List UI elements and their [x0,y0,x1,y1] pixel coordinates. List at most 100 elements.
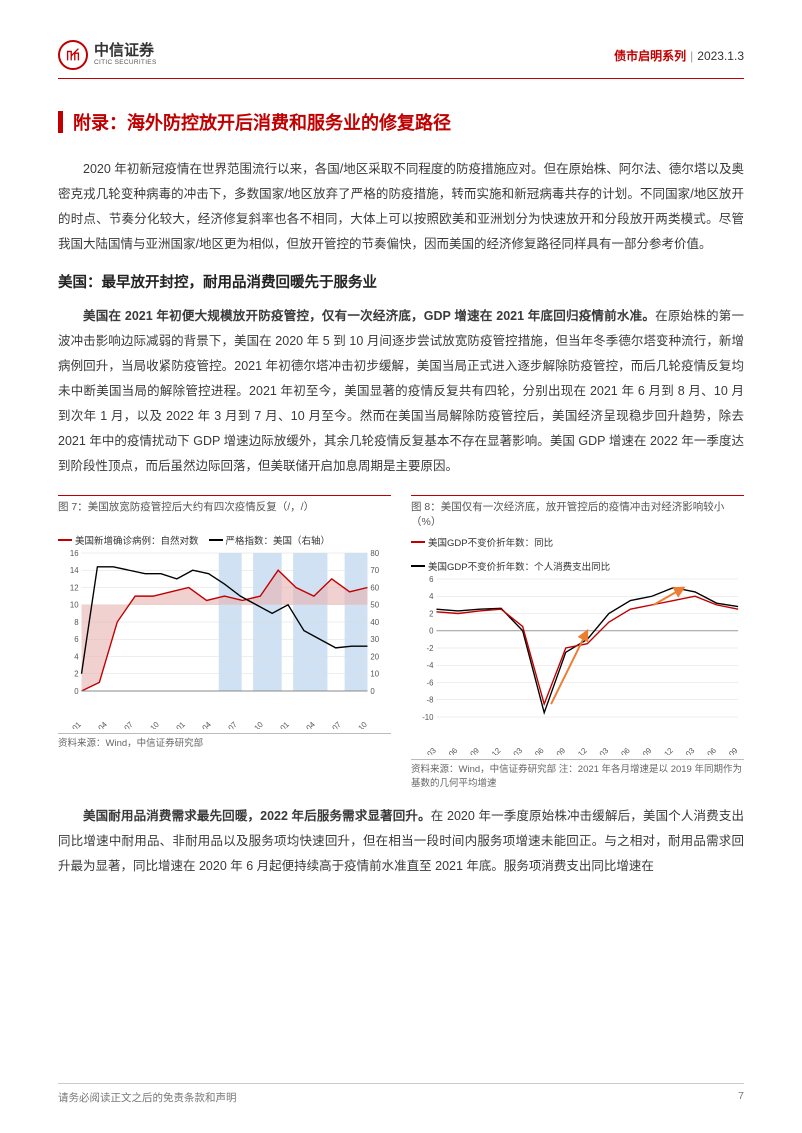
header-sep: | [690,49,693,63]
svg-text:-2: -2 [427,644,434,653]
svg-text:10: 10 [370,670,379,679]
svg-text:2020-06: 2020-06 [519,746,546,755]
chart-7-col: 图 7：美国放宽防疫管控后大约有四次疫情反复（/，/） 美国新增确诊病例：自然对… [58,495,391,790]
svg-text:-8: -8 [427,696,435,705]
svg-text:-10: -10 [422,713,434,722]
svg-text:20: 20 [370,652,379,661]
svg-text:30: 30 [370,635,379,644]
chart-8-caption: 图 8：美国仅有一次经济底，放开管控后的疫情冲击对经济影响较小（%） [411,495,744,529]
svg-text:2020-07: 2020-07 [108,720,135,729]
svg-text:0: 0 [429,627,434,636]
svg-text:2: 2 [74,670,78,679]
svg-text:2: 2 [429,610,433,619]
svg-text:2022-10: 2022-10 [342,720,369,729]
svg-text:80: 80 [370,549,379,558]
legend-item: 美国GDP不变价折年数：同比 [411,535,553,549]
svg-text:4: 4 [429,593,434,602]
svg-text:10: 10 [70,601,79,610]
svg-text:16: 16 [70,549,79,558]
legend-swatch-icon [58,539,72,541]
legend-swatch-icon [209,539,223,541]
svg-text:2020-10: 2020-10 [134,720,161,729]
svg-text:2021-09: 2021-09 [627,746,654,755]
svg-text:2019-03: 2019-03 [411,746,438,755]
svg-text:2019-06: 2019-06 [433,746,460,755]
svg-text:40: 40 [370,618,379,627]
para3-lead: 美国耐用品消费需求最先回暖，2022 年后服务需求显著回升。 [83,809,431,823]
disclaimer-text: 请务必阅读正文之后的免责条款和声明 [58,1090,237,1105]
header-meta: 债市启明系列 | 2023.1.3 [614,47,744,64]
svg-text:2022-09: 2022-09 [713,746,740,755]
heading-bar-icon [58,111,63,133]
svg-text:6: 6 [429,575,434,584]
report-date: 2023.1.3 [697,49,744,63]
svg-text:2020-12: 2020-12 [562,746,589,755]
svg-text:2022-03: 2022-03 [670,746,697,755]
page-number: 7 [738,1090,744,1105]
svg-text:-4: -4 [427,662,435,671]
legend-label: 美国GDP不变价折年数：同比 [428,535,553,549]
legend-label: 美国GDP不变价折年数：个人消费支出同比 [428,559,610,573]
logo-en: CITIC SECURITIES [94,60,157,67]
paragraph-2: 美国在 2021 年初便大规模放开防疫管控，仅有一次经济底，GDP 增速在 20… [58,304,744,479]
legend-label: 严格指数：美国（右轴） [226,533,331,547]
svg-text:0: 0 [74,687,79,696]
subsection-title: 美国：最早放开封控，耐用品消费回暖先于服务业 [58,271,744,292]
brand-logo: 中信证券 CITIC SECURITIES [58,40,157,70]
legend-item: 美国GDP不变价折年数：个人消费支出同比 [411,559,610,573]
svg-text:0: 0 [370,687,375,696]
page-header: 中信证券 CITIC SECURITIES 债市启明系列 | 2023.1.3 [58,40,744,79]
chart-7: 0246810121416010203040506070802020-01202… [58,549,391,729]
logo-icon [58,40,88,70]
svg-text:2021-01: 2021-01 [160,720,187,729]
svg-text:70: 70 [370,566,379,575]
logo-text: 中信证券 CITIC SECURITIES [94,43,157,67]
svg-text:2021-10: 2021-10 [238,720,265,729]
chart-8-source: 资料来源：Wind，中信证券研究部 注：2021 年各月增速是以 2019 年同… [411,759,744,790]
chart-8-col: 图 8：美国仅有一次经济底，放开管控后的疫情冲击对经济影响较小（%） 美国GDP… [411,495,744,790]
svg-text:14: 14 [70,566,79,575]
svg-text:2021-12: 2021-12 [648,746,675,755]
svg-text:6: 6 [74,635,79,644]
svg-text:4: 4 [74,652,79,661]
svg-text:2020-03: 2020-03 [497,746,524,755]
page-footer: 请务必阅读正文之后的免责条款和声明 7 [58,1083,744,1105]
legend-item: 严格指数：美国（右轴） [209,533,331,547]
svg-text:2021-06: 2021-06 [605,746,632,755]
chart-8-legend: 美国GDP不变价折年数：同比 美国GDP不变价折年数：个人消费支出同比 [411,535,744,573]
svg-text:2022-07: 2022-07 [316,720,343,729]
paragraph-1: 2020 年初新冠疫情在世界范围流行以来，各国/地区采取不同程度的防疫措施应对。… [58,157,744,257]
chart-7-source: 资料来源：Wind，中信证券研究部 [58,733,391,750]
svg-text:8: 8 [74,618,79,627]
svg-text:2022-01: 2022-01 [264,720,291,729]
svg-text:2022-06: 2022-06 [691,746,718,755]
svg-text:2020-09: 2020-09 [541,746,568,755]
para2-lead: 美国在 2021 年初便大规模放开防疫管控，仅有一次经济底，GDP 增速在 20… [83,309,655,323]
svg-text:2020-01: 2020-01 [58,720,83,729]
paragraph-3: 美国耐用品消费需求最先回暖，2022 年后服务需求显著回升。在 2020 年一季… [58,804,744,879]
chart-8: -10 -8 -6 -4 -2 0 2 4 6 2019-032019-062019-092019… [411,575,744,755]
legend-label: 美国新增确诊病例：自然对数 [75,533,199,547]
svg-text:2019-12: 2019-12 [476,746,503,755]
svg-text:2021-04: 2021-04 [186,720,213,729]
svg-text:2022-04: 2022-04 [290,720,317,729]
logo-cn: 中信证券 [94,43,157,58]
para2-body: 在原始株的第一波冲击影响边际减弱的背景下，美国在 2020 年 5 到 10 月… [58,309,744,473]
svg-text:60: 60 [370,583,379,592]
section-title: 附录：海外防控放开后消费和服务业的修复路径 [73,109,451,135]
series-name: 债市启明系列 [614,49,686,63]
svg-text:2019-09: 2019-09 [454,746,481,755]
legend-swatch-icon [411,565,425,567]
svg-text:2020-04: 2020-04 [82,720,109,729]
legend-swatch-icon [411,541,425,543]
chart-7-legend: 美国新增确诊病例：自然对数 严格指数：美国（右轴） [58,533,391,547]
charts-row: 图 7：美国放宽防疫管控后大约有四次疫情反复（/，/） 美国新增确诊病例：自然对… [58,495,744,790]
section-heading: 附录：海外防控放开后消费和服务业的修复路径 [58,109,744,135]
svg-text:2021-07: 2021-07 [212,720,239,729]
svg-text:50: 50 [370,601,379,610]
svg-text:12: 12 [70,583,79,592]
chart-7-caption: 图 7：美国放宽防疫管控后大约有四次疫情反复（/，/） [58,495,391,527]
svg-text:2021-03: 2021-03 [584,746,611,755]
svg-text:-6: -6 [427,679,435,688]
page-root: 中信证券 CITIC SECURITIES 债市启明系列 | 2023.1.3 附录… [0,0,802,1133]
